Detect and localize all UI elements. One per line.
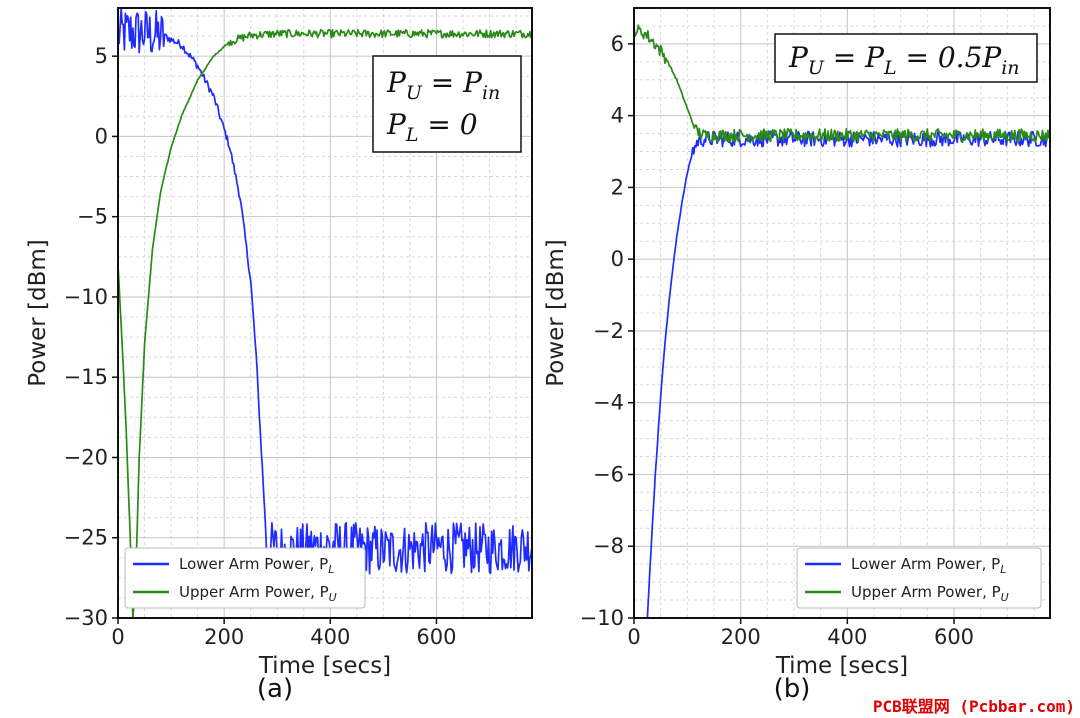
y-axis-label: Power [dBm] (543, 239, 569, 387)
y-tick-label: −5 (77, 205, 108, 229)
axes-frame (633, 7, 1051, 619)
y-tick-label: −10 (580, 606, 624, 630)
y-tick-label: 0 (611, 247, 624, 271)
x-tick-label: 600 (934, 625, 974, 649)
legend-frame (124, 547, 366, 609)
y-tick-label: 2 (611, 175, 624, 199)
y-tick-label: −25 (64, 526, 108, 550)
legend-entry: Lower Arm Power, PL (851, 555, 1006, 576)
y-tick-label: −30 (64, 606, 108, 630)
panel-label: (b) (774, 674, 811, 704)
annotation-frame (372, 55, 522, 153)
annotation-text: PU​ = PL​ = 0.5Pin​ (788, 41, 1020, 79)
grid (633, 7, 1050, 619)
y-tick-label: −15 (64, 365, 108, 389)
x-axis-label: Time [secs] (775, 653, 908, 679)
y-tick-label: −4 (593, 391, 624, 415)
annotation-box: PU​ = Pin​ PL​ = 0 (372, 55, 522, 153)
legend-entry: Upper Arm Power, PU (851, 583, 1009, 604)
legend-entry: Upper Arm Power, PU (179, 583, 337, 604)
legend-frame (796, 547, 1042, 609)
x-tick-label: 400 (827, 625, 867, 649)
panel-label: (a) (257, 674, 293, 704)
y-tick-label: −6 (593, 462, 624, 486)
y-tick-label: 6 (611, 32, 624, 56)
annotation-box: PU​ = PL​ = 0.5Pin​ (774, 33, 1038, 83)
y-tick-label: 5 (95, 44, 108, 68)
legend: Lower Arm Power, PL Upper Arm Power, PU (124, 547, 366, 609)
y-tick-label: 0 (95, 124, 108, 148)
y-tick-label: −10 (64, 285, 108, 309)
annotation-text: PU​ = Pin​ (386, 66, 500, 104)
y-tick-label: 4 (611, 104, 624, 128)
x-tick-label: 200 (721, 625, 761, 649)
watermark-text: PCB联盟网 (Pcbbar.com) (873, 697, 1075, 716)
legend-entry: Lower Arm Power, PL (179, 555, 334, 576)
legend: Lower Arm Power, PL Upper Arm Power, PU (796, 547, 1042, 609)
y-tick-label: −2 (593, 319, 624, 343)
x-tick-label: 600 (416, 625, 456, 649)
chart-panel-b: 0 200 400 600 −10 −8 −6 −4 −2 0 2 4 6 Time [secs] Powe… (543, 7, 1051, 704)
x-tick-label: 0 (111, 625, 124, 649)
annotation-text: PL​ = 0 (386, 108, 478, 146)
series-line-upper-arm (118, 28, 532, 618)
ticks: 0 200 400 600 −30 −25 −20 −15 −10 −5 0 5 (64, 44, 457, 649)
annotation-frame (774, 33, 1038, 83)
axes-frame (117, 7, 533, 619)
chart-panel-a: 0 200 400 600 −30 −25 −20 −15 −10 −5 0 5 Time [secs]… (25, 7, 533, 704)
y-tick-label: −8 (593, 534, 624, 558)
x-tick-label: 200 (204, 625, 244, 649)
y-tick-label: −20 (64, 445, 108, 469)
series-group (634, 24, 1050, 618)
y-axis-label: Power [dBm] (25, 239, 51, 387)
series-line-upper-arm (634, 24, 1050, 143)
x-tick-label: 400 (310, 625, 350, 649)
x-tick-label: 0 (627, 625, 640, 649)
ticks: 0 200 400 600 −10 −8 −6 −4 −2 0 2 4 6 (580, 32, 974, 649)
x-axis-label: Time [secs] (258, 653, 391, 679)
